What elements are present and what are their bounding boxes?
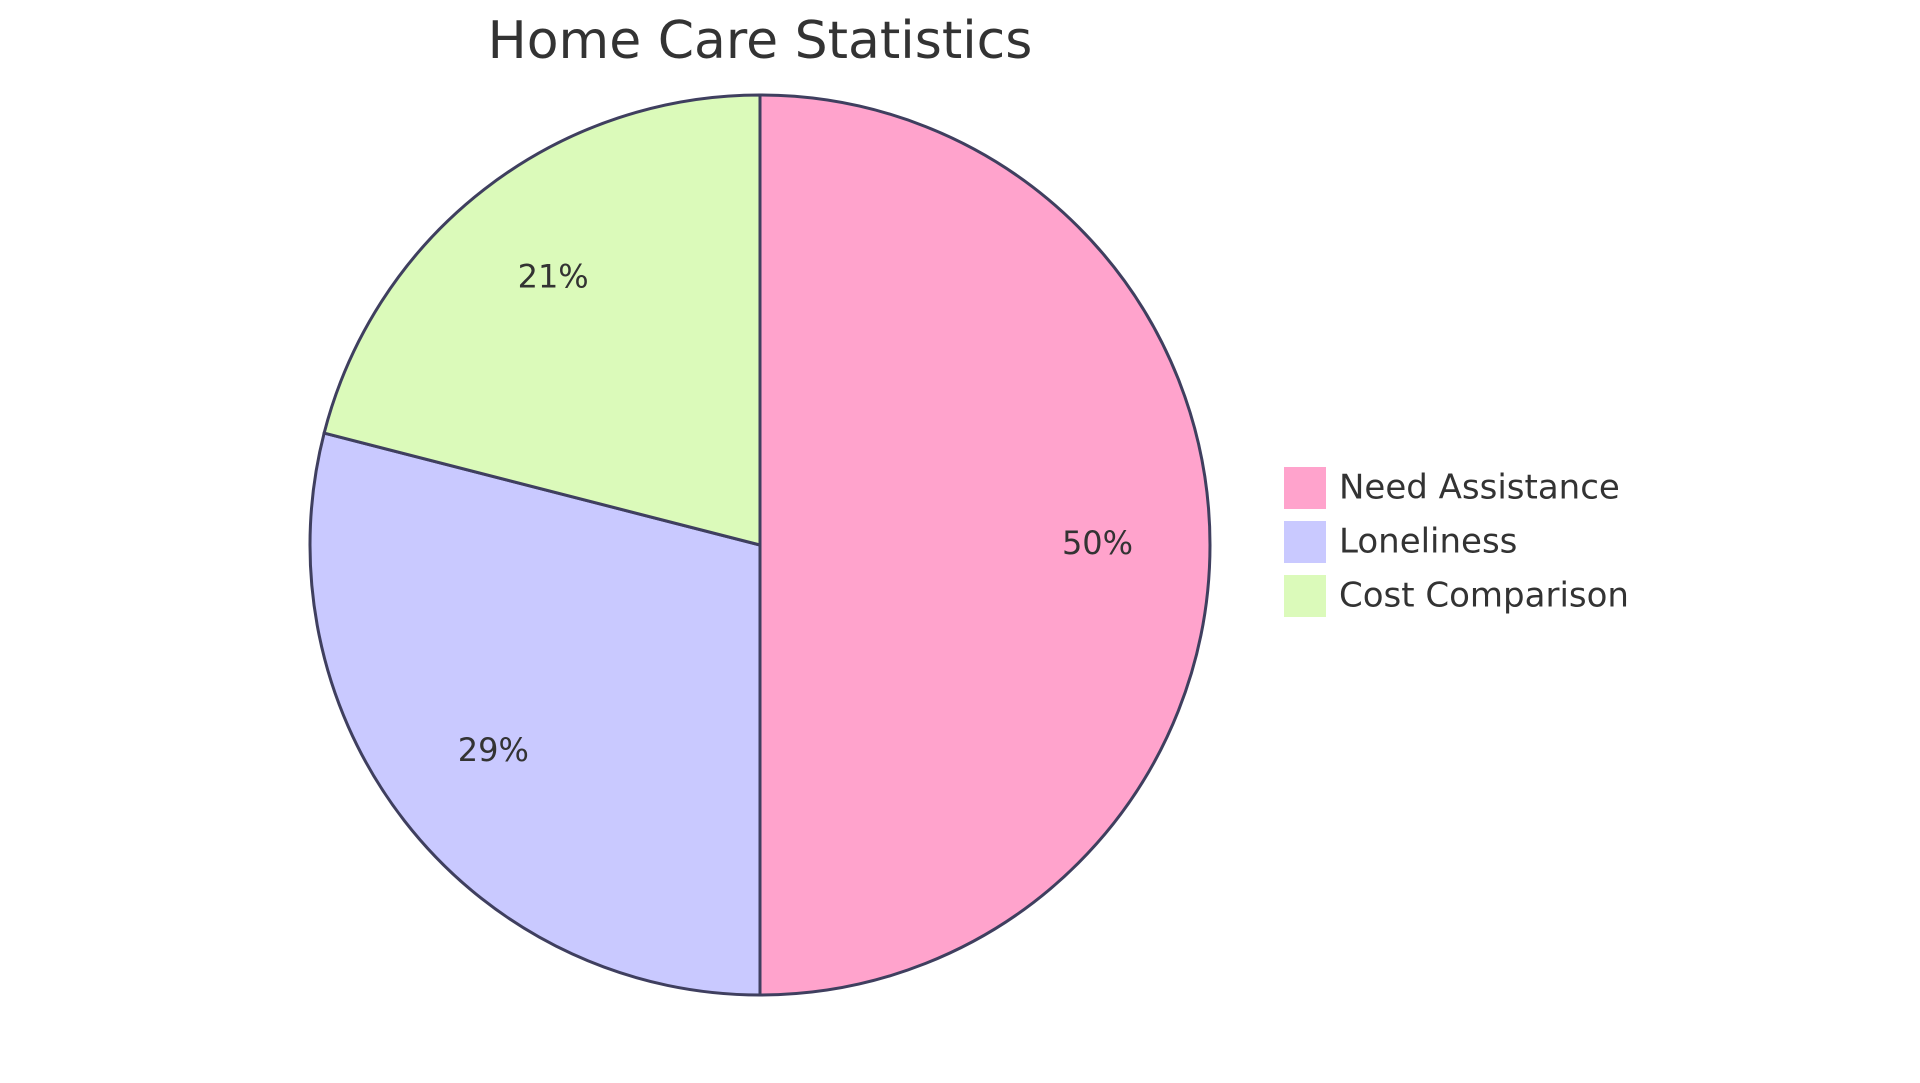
slice-label-need-assistance: 50% xyxy=(1062,524,1133,562)
slice-label-loneliness: 29% xyxy=(458,731,529,769)
slice-label-cost-comparison: 21% xyxy=(518,257,589,295)
pie-slice-labels: 50% 29% 21% xyxy=(458,257,1133,769)
pie-slice-need-assistance xyxy=(758,93,1212,997)
pie-slice-loneliness xyxy=(308,431,762,997)
chart-title: Home Care Statistics xyxy=(488,11,1033,71)
legend-label-cost-comparison: Cost Comparison xyxy=(1339,576,1629,616)
legend: Need Assistance Loneliness Cost Comparison xyxy=(1282,465,1629,619)
pie-slice-cost-comparison xyxy=(322,93,762,547)
legend-swatch-cost-comparison xyxy=(1282,573,1328,619)
legend-swatch-need-assistance xyxy=(1282,465,1328,511)
pie-slices xyxy=(308,93,1212,997)
legend-label-need-assistance: Need Assistance xyxy=(1339,468,1620,508)
legend-label-loneliness: Loneliness xyxy=(1339,522,1517,562)
legend-swatch-loneliness xyxy=(1282,519,1328,565)
